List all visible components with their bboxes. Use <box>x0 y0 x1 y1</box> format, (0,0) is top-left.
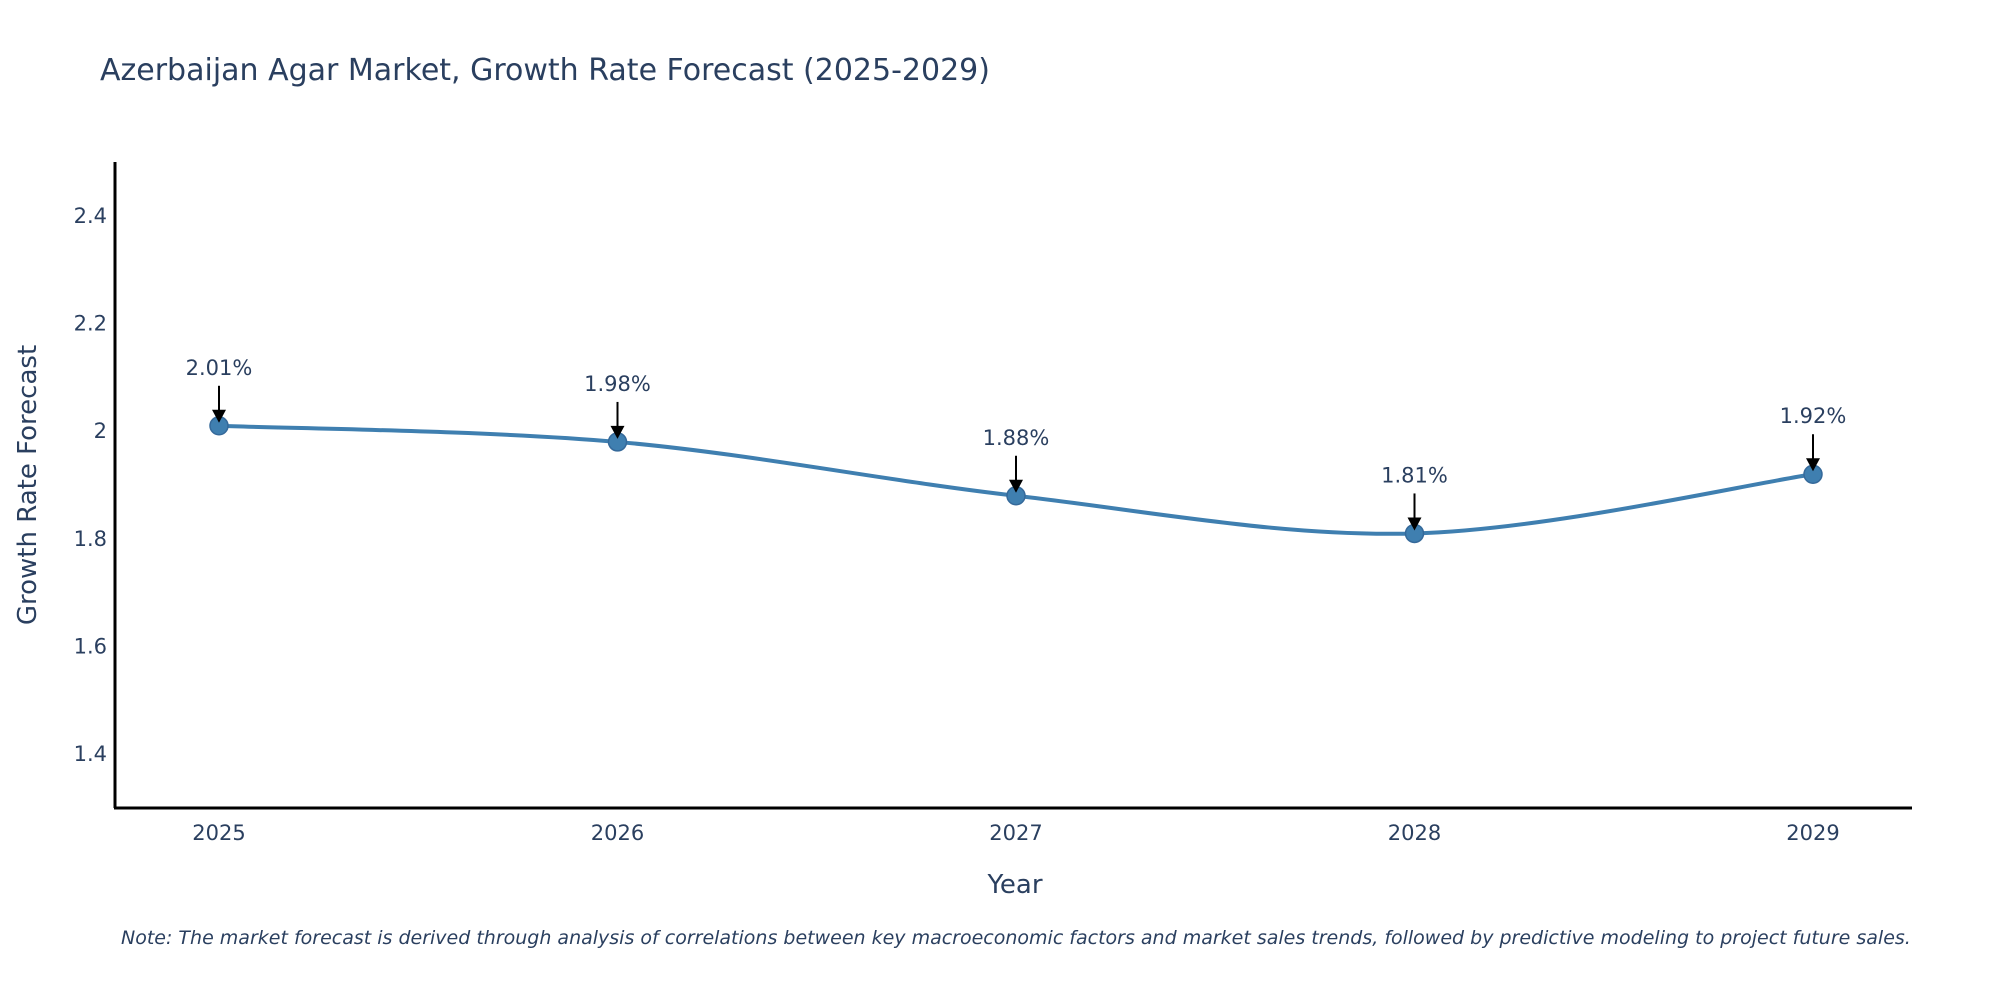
annotation-arrow-head <box>1806 458 1820 472</box>
x-tick-label: 2028 <box>1388 821 1441 845</box>
x-tick-label: 2026 <box>591 821 644 845</box>
y-tick-labels: 1.4 1.6 1.8 2 2.2 2.4 <box>74 204 107 766</box>
data-label-2028: 1.81% <box>1381 463 1448 487</box>
data-label-2027: 1.88% <box>983 426 1050 450</box>
data-label-2025: 2.01% <box>186 356 253 380</box>
annotation-arrow-head <box>610 425 625 439</box>
chart-title: Azerbaijan Agar Market, Growth Rate Fore… <box>100 53 990 88</box>
data-points <box>209 416 1823 544</box>
y-tick-label: 2.2 <box>74 312 107 336</box>
y-tick-label: 2 <box>94 419 107 443</box>
x-tick-labels: 2025 2026 2027 2028 2029 <box>192 821 1839 845</box>
data-label-2026: 1.98% <box>584 372 651 396</box>
x-tick-label: 2025 <box>192 821 245 845</box>
y-axis-title: Growth Rate Forecast <box>13 345 43 625</box>
annotation-arrow-head <box>1009 479 1023 493</box>
x-tick-label: 2027 <box>989 821 1042 845</box>
y-tick-label: 1.6 <box>74 635 107 659</box>
data-annotations: 2.01% 1.98% 1.88% 1.81% 1.92% <box>186 356 1847 531</box>
y-tick-label: 1.4 <box>74 742 107 766</box>
chart-note: Note: The market forecast is derived thr… <box>121 927 1911 949</box>
y-tick-label: 1.8 <box>74 527 107 551</box>
data-label-2029: 1.92% <box>1780 404 1847 428</box>
annotation-arrow-head <box>212 409 226 423</box>
x-tick-label: 2029 <box>1786 821 1839 845</box>
annotation-arrow-head <box>1407 517 1422 531</box>
y-tick-label: 2.4 <box>74 204 107 228</box>
x-axis-title: Year <box>986 870 1042 900</box>
